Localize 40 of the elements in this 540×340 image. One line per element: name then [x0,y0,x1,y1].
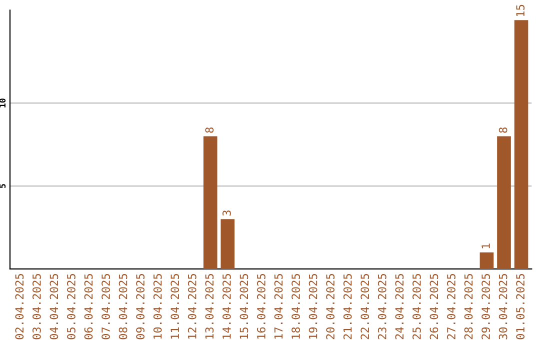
x-tick-label: 23.04.2025 [378,274,386,340]
x-tick-label: 17.04.2025 [274,274,283,339]
bar [514,20,528,269]
bar [480,252,494,269]
x-tick-label: 04.04.2025 [50,274,58,340]
x-tick-label: 15.04.2025 [240,274,248,339]
x-tick-label: 12.04.2025 [188,274,196,339]
bar [220,219,235,269]
x-tick-label: 20.04.2025 [326,274,335,340]
x-tick-label: 13.04.2025 [205,274,214,339]
data-label: 8 [205,127,214,133]
x-tick-label: 11.04.2025 [170,274,180,339]
data-label: 3 [222,210,231,216]
data-label: 15 [516,4,525,16]
x-tick-label: 21.04.2025 [343,274,352,340]
x-tick-label: 24.04.2025 [395,274,404,340]
x-tick-label: 02.04.2025 [15,274,24,340]
x-tick-label: 22.04.2025 [360,274,370,340]
data-label: 1 [482,244,490,248]
x-tick-label: 05.04.2025 [67,274,76,340]
x-tick-label: 18.04.2025 [292,274,300,339]
x-tick-label: 03.04.2025 [32,274,41,340]
x-tick-label: 09.04.2025 [136,274,145,340]
x-tick-label: 01.05.2025 [516,274,525,340]
x-tick-label: 19.04.2025 [308,274,318,339]
x-tick-label: 30.04.2025 [498,274,508,340]
x-tick-label: 27.04.2025 [447,274,456,340]
x-tick-label: 29.04.2025 [482,274,490,340]
x-tick-label: 06.04.2025 [84,274,93,340]
x-tick-label: 28.04.2025 [464,274,473,340]
x-tick-label: 08.04.2025 [118,274,128,340]
data-label: 8 [498,127,508,133]
bar [203,136,218,269]
bar [497,136,511,269]
x-tick-label: 07.04.2025 [102,274,110,340]
x-tick-label: 26.04.2025 [430,274,438,340]
x-tick-label: 25.04.2025 [412,274,421,340]
x-tick-label: 10.04.2025 [153,274,162,339]
x-tick-label: 16.04.2025 [257,274,266,339]
x-tick-label: 14.04.2025 [222,274,231,339]
